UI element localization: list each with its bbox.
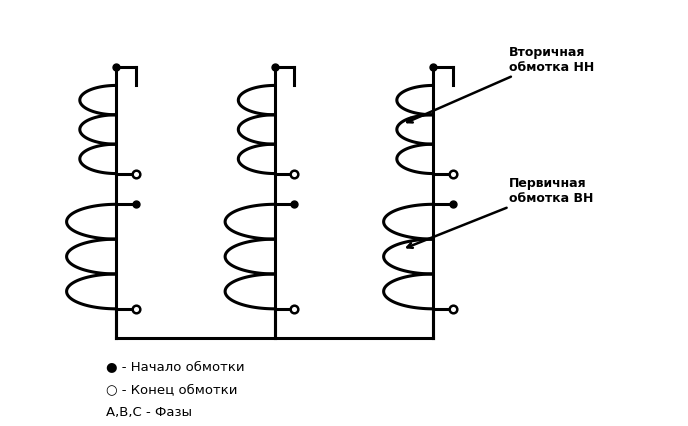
Text: ● - Начало обмотки: ● - Начало обмотки <box>106 360 245 373</box>
Text: Вторичная
обмотка НН: Вторичная обмотка НН <box>407 46 594 123</box>
Text: Первичная
обмотка ВН: Первичная обмотка ВН <box>407 176 594 248</box>
Text: ○ - Конец обмотки: ○ - Конец обмотки <box>106 383 238 395</box>
Text: А,В,С - Фазы: А,В,С - Фазы <box>106 405 192 418</box>
